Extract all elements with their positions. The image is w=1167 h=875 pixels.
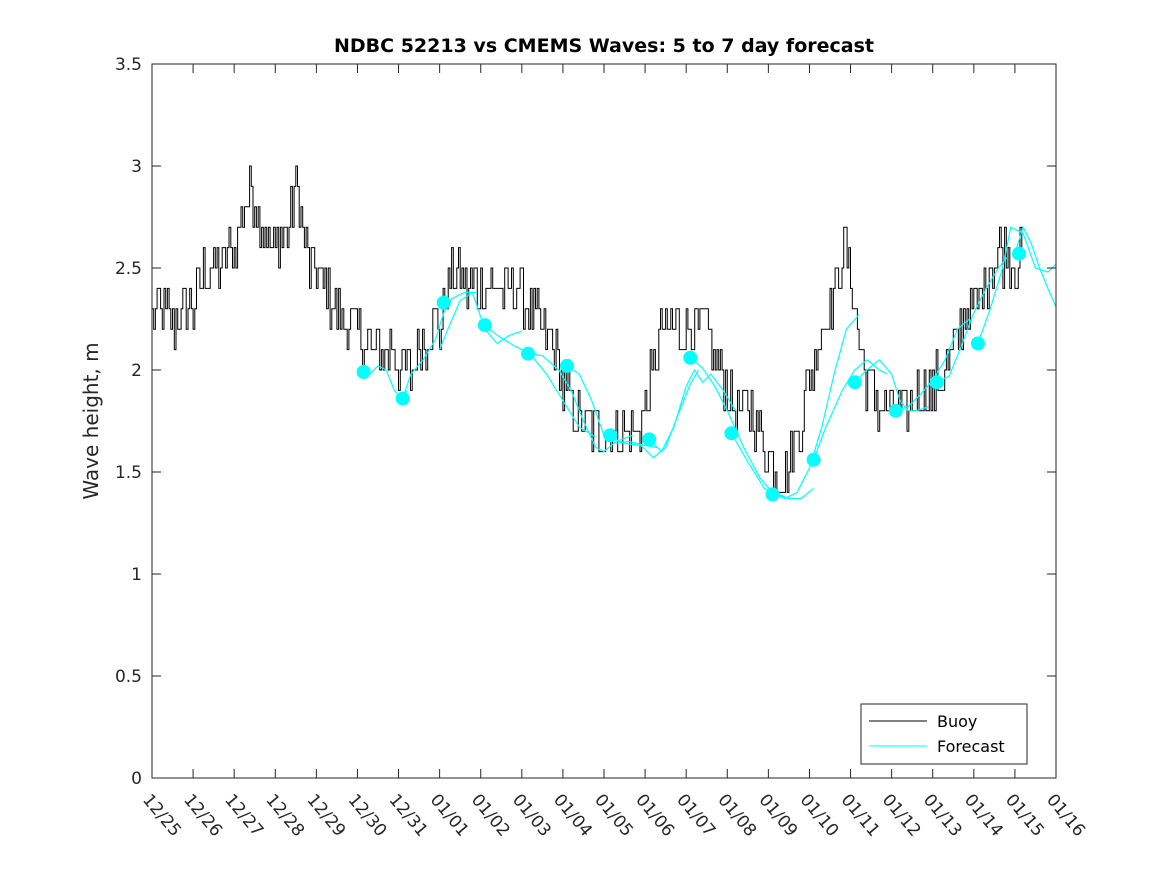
forecast-segment-11 bbox=[813, 359, 888, 461]
forecast-segment-10 bbox=[772, 314, 860, 500]
forecast-marker bbox=[724, 426, 739, 441]
y-tick-label: 2.5 bbox=[115, 259, 142, 279]
forecast-marker bbox=[970, 336, 985, 351]
forecast-segment-12 bbox=[854, 358, 929, 412]
forecast-segment-4 bbox=[529, 353, 634, 453]
y-tick-label: 3 bbox=[131, 157, 142, 177]
legend: Buoy Forecast bbox=[860, 703, 1028, 765]
forecast-marker bbox=[683, 350, 698, 365]
forecast-marker bbox=[888, 403, 903, 418]
forecast-marker bbox=[560, 358, 574, 373]
forecast-segment-15 bbox=[977, 226, 1056, 344]
legend-forecast-label: Forecast bbox=[937, 737, 1005, 756]
buoy-series-line bbox=[152, 165, 1023, 493]
y-axis-label: Wave height, m bbox=[79, 342, 103, 499]
forecast-segment-6 bbox=[607, 369, 700, 459]
y-tick-label: 0.5 bbox=[115, 667, 142, 687]
forecast-marker bbox=[642, 432, 657, 447]
forecast-segment-3 bbox=[484, 324, 597, 438]
forecast-marker bbox=[847, 375, 862, 390]
forecast-segment-16 bbox=[1014, 225, 1056, 308]
forecast-marker bbox=[806, 452, 821, 467]
legend-buoy-label: Buoy bbox=[937, 712, 977, 731]
forecast-marker bbox=[477, 318, 492, 333]
y-tick-label: 0 bbox=[131, 769, 142, 789]
forecast-segment-7 bbox=[648, 368, 737, 453]
forecast-marker bbox=[603, 428, 618, 443]
chart-title: NDBC 52213 vs CMEMS Waves: 5 to 7 day fo… bbox=[334, 35, 874, 57]
y-tick-label: 2 bbox=[131, 361, 142, 381]
forecast-segment-14 bbox=[936, 257, 1008, 383]
forecast-marker bbox=[929, 375, 944, 390]
forecast-marker bbox=[765, 487, 780, 502]
forecast-marker bbox=[1012, 246, 1026, 261]
y-tick-label: 3.5 bbox=[115, 55, 142, 75]
forecast-marker bbox=[356, 365, 371, 379]
y-tick-label: 1 bbox=[131, 565, 142, 585]
y-tick-label: 1.5 bbox=[115, 463, 142, 483]
forecast-marker bbox=[521, 346, 535, 361]
forecast-segment-2 bbox=[439, 291, 522, 350]
forecast-segment-1 bbox=[402, 291, 477, 399]
forecast-marker bbox=[436, 295, 451, 310]
series-layer bbox=[152, 165, 1056, 502]
forecast-marker bbox=[395, 391, 410, 406]
legend-box bbox=[860, 703, 1028, 765]
